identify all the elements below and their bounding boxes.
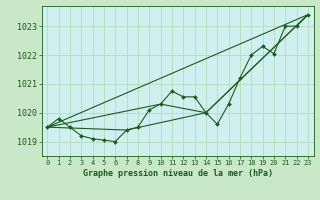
X-axis label: Graphe pression niveau de la mer (hPa): Graphe pression niveau de la mer (hPa) <box>83 169 273 178</box>
